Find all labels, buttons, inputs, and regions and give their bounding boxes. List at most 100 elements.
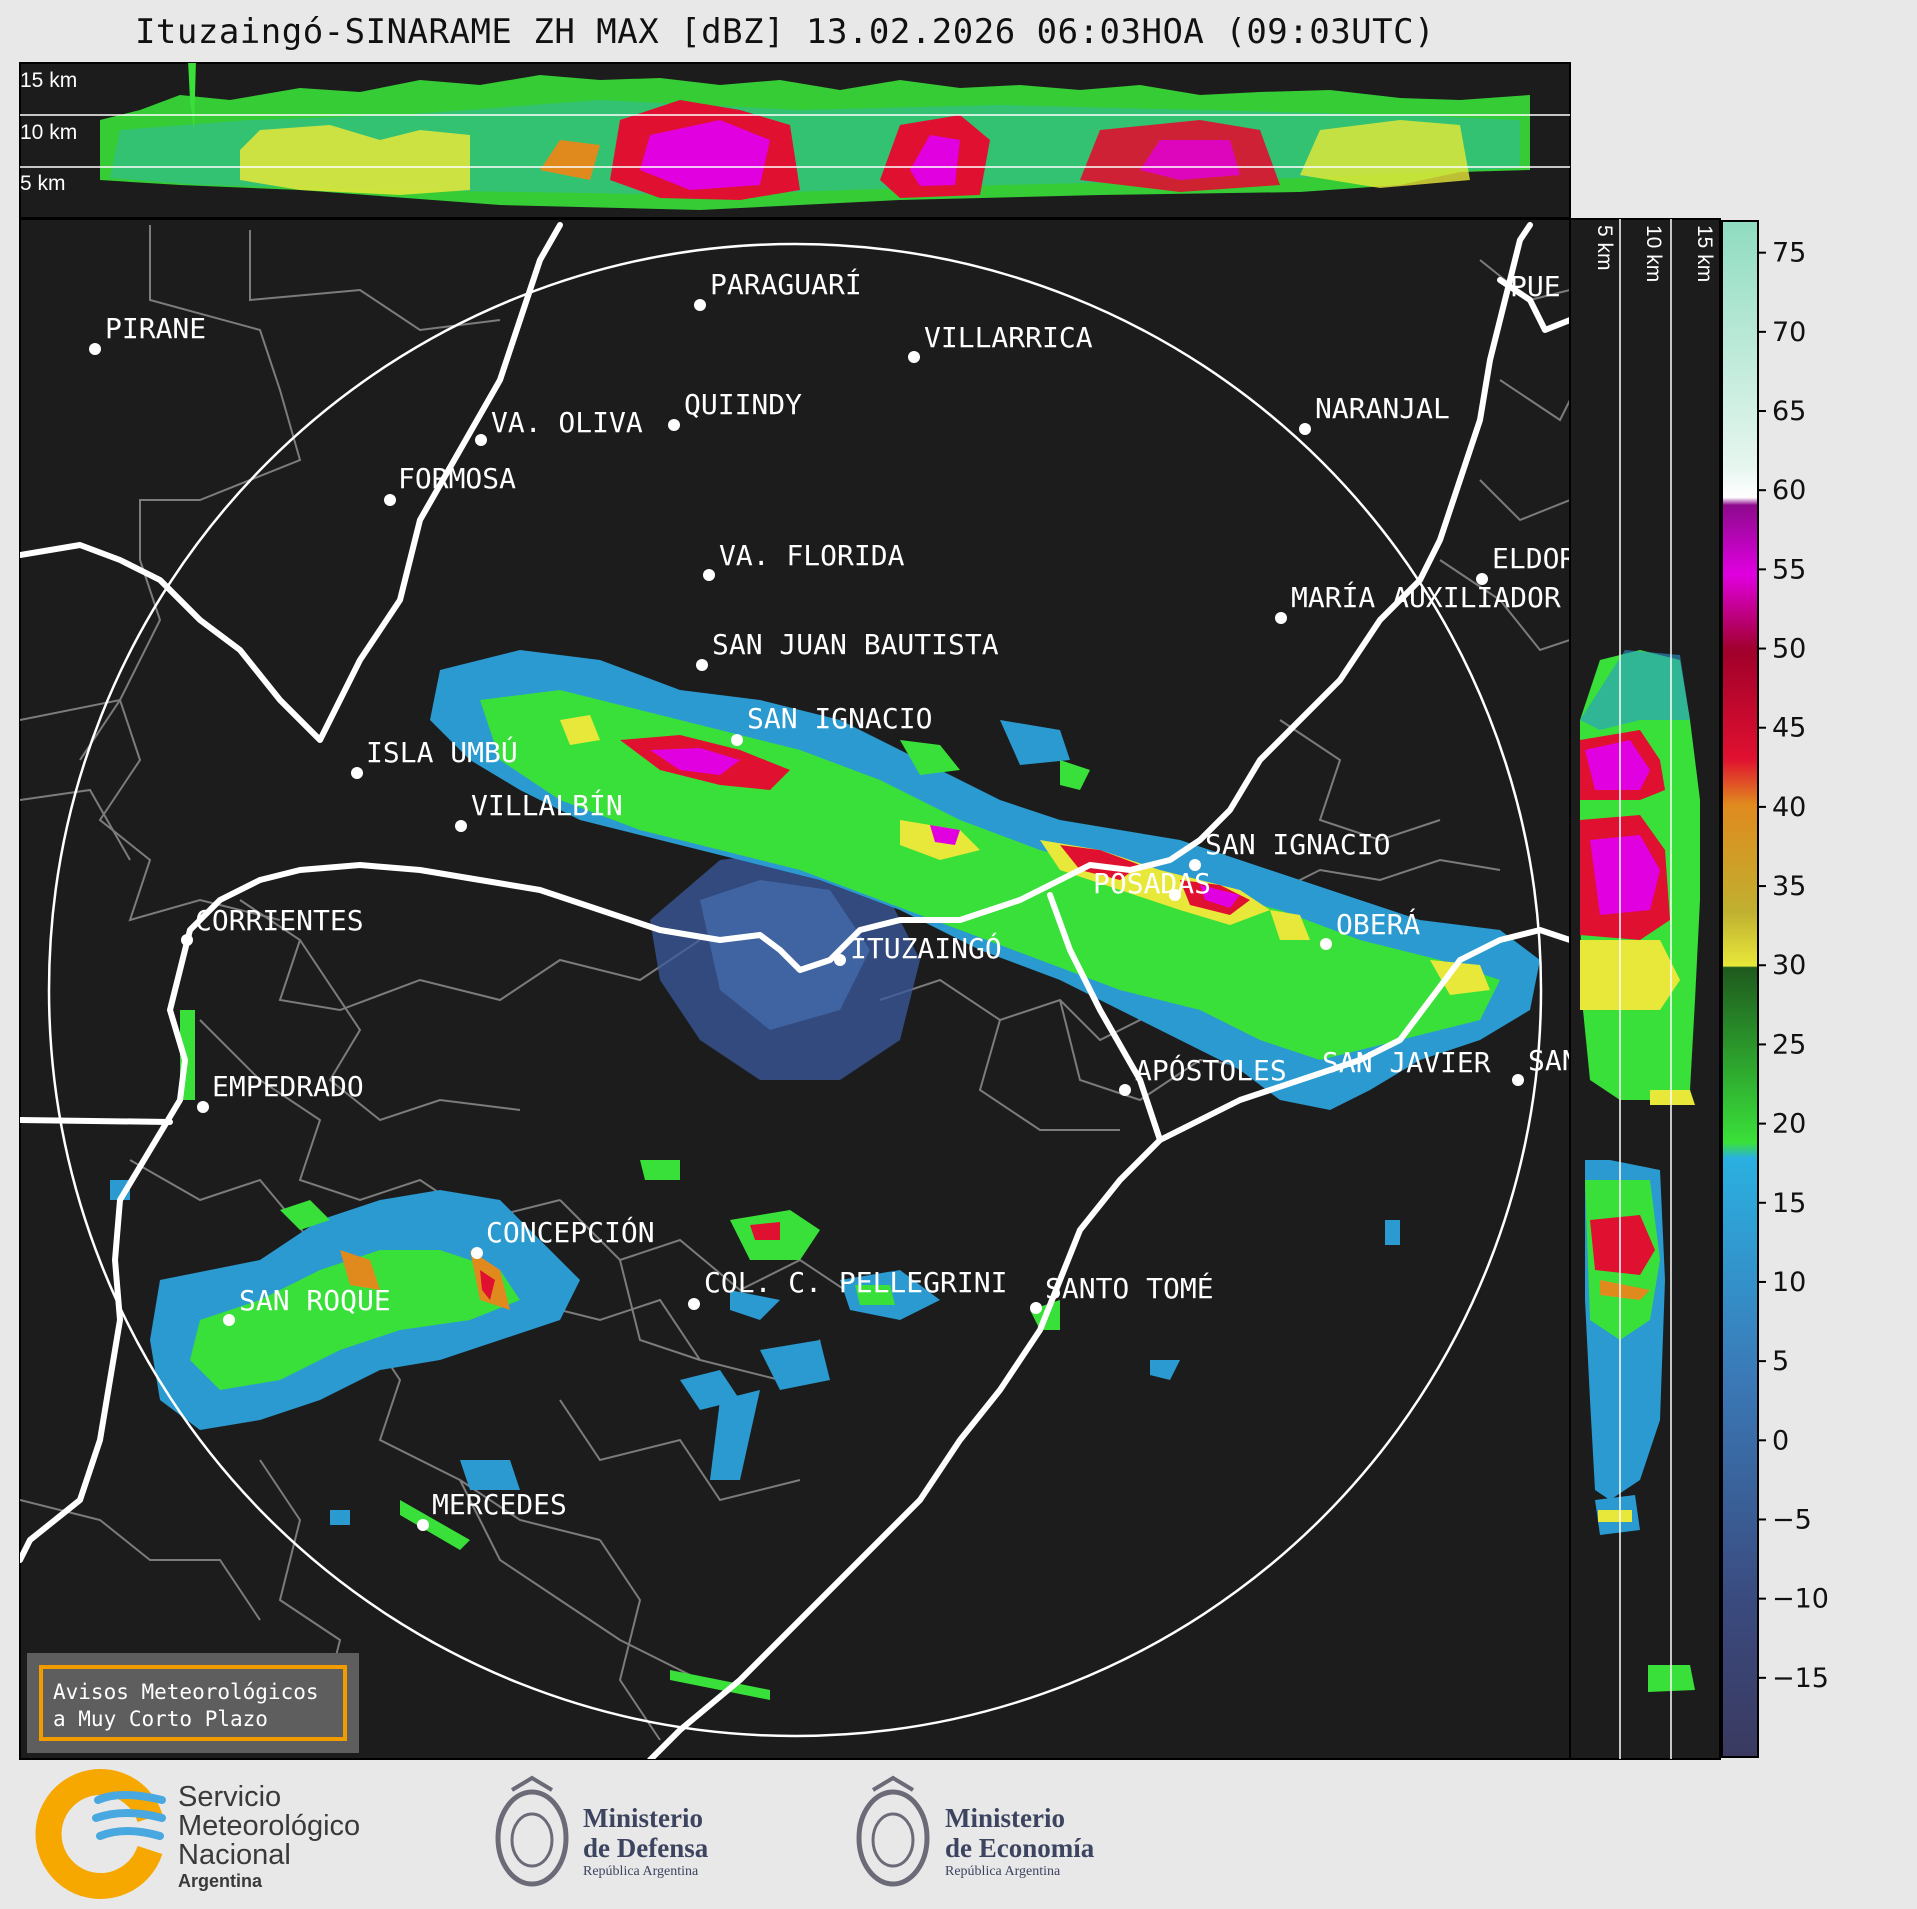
top-height-label-15km: 15 km [20,69,77,92]
colorbar-tick-label: 15 [1772,1188,1806,1219]
colorbar-tick-label: 30 [1772,950,1806,981]
economia-line-3: República Argentina [945,1864,1061,1879]
radar-echoes [110,650,1540,1700]
economia-seal-icon [856,1775,930,1887]
smn-line-4: Argentina [178,1871,263,1891]
city-label-san-ignacio-ar: SAN IGNACIO [1205,828,1390,861]
city-label-posadas: POSADAS [1093,867,1211,900]
colorbar-tick-label: 40 [1772,792,1806,823]
city-dot-maria-auxiliador [1275,612,1287,624]
city-dot-mercedes [417,1519,429,1531]
city-dot-san-ignacio-ar [1189,859,1201,871]
city-dot-pirane [89,343,101,355]
radar-map-panel: PIRANE PARAGUARÍ VILLARRICA QUIINDY VA. … [19,218,1579,1760]
city-dot-isla-umbu [351,767,363,779]
economia-line-1: Ministerio [945,1803,1065,1833]
city-label-corrientes: CORRIENTES [195,904,364,937]
city-label-san-ignacio-py: SAN IGNACIO [747,702,932,735]
colorbar-tick-label: 70 [1772,317,1806,348]
colorbar-tick-label: 75 [1772,238,1806,269]
colorbar-tick-label: 35 [1772,871,1806,902]
city-label-san-roque: SAN ROQUE [239,1284,391,1317]
city-label-eldor: ELDOR [1492,542,1576,575]
economia-logo-text: Ministerio de Economía República Argenti… [945,1803,1094,1881]
economia-line-2: de Economía [945,1833,1095,1863]
city-dot-quiindy [668,419,680,431]
colorbar-tick-label: 5 [1772,1346,1789,1377]
city-label-col-pellegrini: COL. C. PELLEGRINI [704,1266,1007,1299]
city-dot-corrientes [181,934,193,946]
city-label-isla-umbu: ISLA UMBÚ [366,735,518,769]
city-label-naranjal: NARANJAL [1315,392,1450,425]
city-dot-apostoles [1119,1084,1131,1096]
colorbar-tick-label: 10 [1772,1267,1806,1298]
city-dot-san-ignacio-py [731,734,743,746]
colorbar-tick-label: 45 [1772,713,1806,744]
map-title: Ituzaingó-SINARAME ZH MAX [dBZ] 13.02.20… [134,12,1436,52]
city-markers: PIRANE PARAGUARÍ VILLARRICA QUIINDY VA. … [89,267,1579,1531]
warning-box: Avisos Meteorológicos a Muy Corto Plazo [27,1653,359,1753]
city-label-maria-auxiliador: MARÍA AUXILIADOR [1291,580,1561,614]
smn-line-2: Meteorológico [178,1810,361,1842]
city-label-quiindy: QUIINDY [684,388,802,421]
colorbar-tick-label: 65 [1772,396,1806,427]
colorbar-tick-label: −5 [1772,1504,1812,1535]
city-label-santo-tome: SANTO TOMÉ [1045,1271,1214,1305]
city-dot-san [1512,1074,1524,1086]
city-label-san-juan-bautista: SAN JUAN BAUTISTA [712,628,999,661]
city-dot-col-pellegrini [688,1298,700,1310]
city-dot-san-juan-bautista [696,659,708,671]
smn-line-3: Nacional [178,1839,291,1871]
city-dot-obera [1320,938,1332,950]
city-dot-villalbin [455,820,467,832]
river-borders [20,222,1570,1759]
smn-logo-text: Servicio Meteorológico Nacional Argentin… [178,1783,360,1892]
city-dot-naranjal [1299,423,1311,435]
colorbar-tick-label: 50 [1772,634,1806,665]
defensa-line-1: Ministerio [583,1803,703,1833]
city-label-va-oliva: VA. OLIVA [491,406,643,439]
side-height-label-15km: 15 km [1693,225,1716,282]
colorbar-tick-label: −10 [1772,1584,1829,1615]
defensa-logo-text: Ministerio de Defensa República Argentin… [583,1803,708,1881]
warning-line-1: Avisos Meteorológicos [53,1680,319,1704]
smn-line-1: Servicio [178,1781,282,1813]
city-dot-formosa [384,494,396,506]
warning-line-2: a Muy Corto Plazo [53,1707,268,1731]
defensa-line-2: de Defensa [583,1833,709,1863]
city-dot-santo-tome [1030,1302,1042,1314]
city-label-paraguari: PARAGUARÍ [710,267,862,301]
colorbar-tick-label: 55 [1772,554,1806,585]
colorbar-tick-label: 25 [1772,1029,1806,1060]
city-label-apostoles: APÓSTOLES [1135,1053,1287,1087]
smn-logo [35,1769,166,1899]
city-dot-eldor [1476,573,1488,585]
city-label-concepcion: CONCEPCIÓN [486,1215,655,1249]
defensa-line-3: República Argentina [583,1864,699,1879]
city-label-formosa: FORMOSA [398,462,516,495]
side-cross-section-panel: 5 km 10 km 15 km [1569,218,1721,1760]
top-height-label-10km: 10 km [20,121,77,144]
city-label-ituzaingo: ITUZAINGÓ [850,931,1002,965]
city-label-villarrica: VILLARRICA [924,321,1093,354]
city-dot-concepcion [471,1247,483,1259]
city-label-empedrado: EMPEDRADO [212,1070,364,1103]
colorbar-tick-label: 20 [1772,1109,1806,1140]
city-dot-villarrica [908,351,920,363]
city-label-obera: OBERÁ [1336,907,1420,941]
city-label-pirane: PIRANE [105,312,206,345]
city-label-villalbin: VILLALBÍN [471,788,623,822]
range-ring [47,242,1543,1738]
city-label-va-florida: VA. FLORIDA [719,539,905,572]
city-dot-posadas [1169,889,1181,901]
city-dot-ituzaingo [834,954,846,966]
city-dot-va-florida [703,569,715,581]
colorbar-tick-label: 0 [1772,1425,1789,1456]
city-label-mercedes: MERCEDES [432,1488,567,1521]
city-dot-san-roque [223,1314,235,1326]
colorbar-tick-label: 60 [1772,475,1806,506]
city-label-san-javier: SAN JAVIER [1322,1046,1491,1079]
colorbar-tick-label: −15 [1772,1663,1829,1694]
